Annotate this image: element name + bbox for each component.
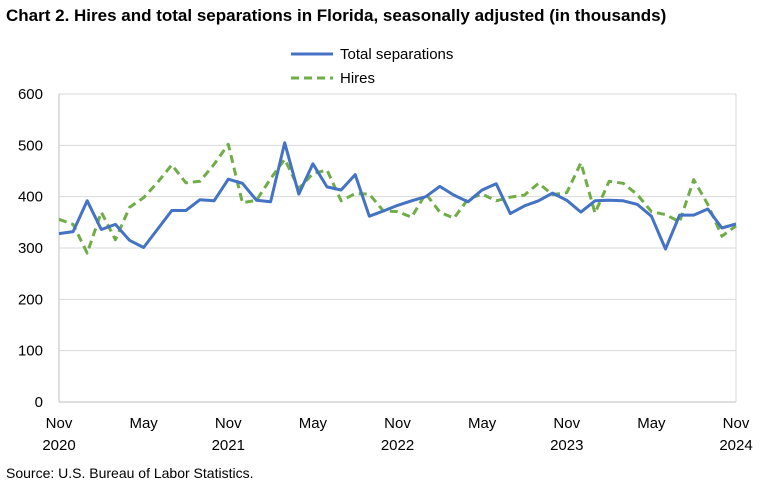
x-tick-year: 2020 xyxy=(42,437,75,454)
x-tick-month: Nov xyxy=(553,415,580,432)
x-tick-month: May xyxy=(637,415,666,432)
x-tick-month: May xyxy=(129,415,158,432)
x-tick-year: 2023 xyxy=(550,437,583,454)
series-lines xyxy=(58,141,737,255)
x-axis-ticks: Nov 2020 May Nov 2021 May Nov 2022 May Nov 2023 May… xyxy=(42,415,752,454)
y-tick-label: 400 xyxy=(18,189,43,206)
legend: Total separations Hires xyxy=(291,46,453,87)
y-tick-label: 200 xyxy=(18,291,43,308)
chart-title: Chart 2. Hires and total separations in … xyxy=(6,6,667,25)
y-tick-label: 100 xyxy=(18,343,43,360)
x-tick-month: May xyxy=(299,415,328,432)
x-tick-month: May xyxy=(468,415,497,432)
y-tick-label: 500 xyxy=(18,137,43,154)
y-axis-ticks: 0 100 200 300 400 500 600 xyxy=(18,86,43,411)
x-tick-month: Nov xyxy=(46,415,73,432)
x-tick-month: Nov xyxy=(215,415,242,432)
y-tick-label: 600 xyxy=(18,86,43,103)
gridlines xyxy=(58,93,737,403)
y-tick-label: 300 xyxy=(18,240,43,257)
source-note: Source: U.S. Bureau of Labor Statistics. xyxy=(6,465,254,481)
hires-line xyxy=(58,142,737,255)
x-tick-year: 2021 xyxy=(212,437,245,454)
x-tick-year: 2024 xyxy=(719,437,752,454)
x-tick-year: 2022 xyxy=(381,437,414,454)
total-separations-line xyxy=(58,141,737,251)
y-tick-label: 0 xyxy=(35,394,43,411)
x-tick-month: Nov xyxy=(384,415,411,432)
x-tick-month: Nov xyxy=(723,415,750,432)
legend-label-hires: Hires xyxy=(340,70,375,87)
legend-label-total-separations: Total separations xyxy=(340,46,453,63)
